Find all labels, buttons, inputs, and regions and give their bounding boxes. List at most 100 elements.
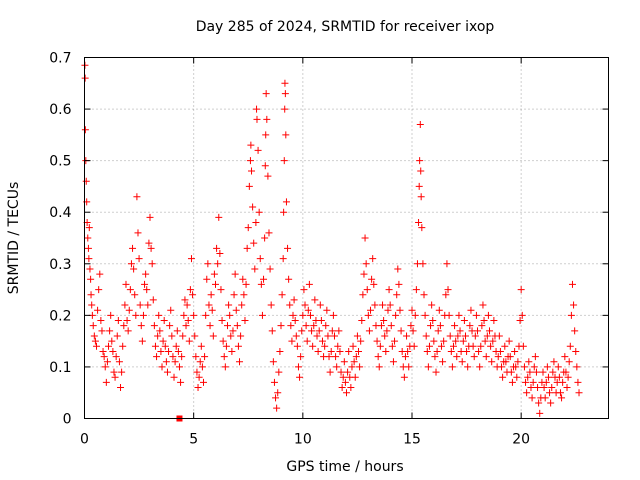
data-point xyxy=(149,296,157,304)
data-point xyxy=(547,399,555,407)
data-point xyxy=(409,327,417,335)
data-point xyxy=(234,342,242,350)
data-point xyxy=(435,306,443,314)
data-point xyxy=(517,286,525,294)
data-point xyxy=(238,301,246,309)
data-point xyxy=(189,291,197,299)
data-point xyxy=(352,353,360,361)
data-point xyxy=(508,378,516,386)
data-point xyxy=(405,363,413,371)
data-point xyxy=(543,363,551,371)
data-point xyxy=(98,327,106,335)
data-point xyxy=(138,337,146,345)
data-point xyxy=(221,363,229,371)
data-point xyxy=(281,90,289,98)
data-point xyxy=(248,167,256,175)
data-point xyxy=(384,306,392,314)
data-point xyxy=(526,368,534,376)
data-point xyxy=(529,378,537,386)
data-point xyxy=(412,286,420,294)
data-point xyxy=(401,353,409,361)
data-point xyxy=(292,332,300,340)
data-point xyxy=(535,399,543,407)
data-point xyxy=(231,270,239,278)
data-point xyxy=(421,311,429,319)
data-point xyxy=(495,332,503,340)
data-point xyxy=(280,208,288,216)
data-point xyxy=(111,373,119,381)
data-point xyxy=(185,337,193,345)
data-point xyxy=(564,373,572,381)
data-point xyxy=(335,327,343,335)
data-point xyxy=(207,291,215,299)
data-point xyxy=(539,368,547,376)
data-point xyxy=(229,327,237,335)
data-point xyxy=(293,342,301,350)
data-point xyxy=(443,260,451,268)
data-point xyxy=(512,363,520,371)
x-axis-label: GPS time / hours xyxy=(286,459,403,475)
data-point xyxy=(154,332,162,340)
data-point xyxy=(95,286,103,294)
data-point xyxy=(303,337,311,345)
data-point xyxy=(167,306,175,314)
data-point xyxy=(285,275,293,283)
data-point xyxy=(278,291,286,299)
data-point xyxy=(375,363,383,371)
data-point xyxy=(118,368,126,376)
data-point xyxy=(274,389,282,397)
data-point xyxy=(542,378,550,386)
data-point xyxy=(172,342,180,350)
data-point xyxy=(99,347,107,355)
data-point xyxy=(184,317,192,325)
data-point xyxy=(541,394,549,402)
data-point xyxy=(273,404,281,412)
data-point xyxy=(139,311,147,319)
data-point xyxy=(572,347,580,355)
data-point xyxy=(554,363,562,371)
data-point xyxy=(506,353,514,361)
data-point xyxy=(332,353,340,361)
data-point xyxy=(112,353,120,361)
data-point xyxy=(456,327,464,335)
data-point xyxy=(107,311,115,319)
data-point xyxy=(290,296,298,304)
data-point xyxy=(371,301,379,309)
data-point xyxy=(87,291,95,299)
data-point xyxy=(135,255,143,263)
data-point xyxy=(199,378,207,386)
data-point xyxy=(187,255,195,263)
data-point xyxy=(329,311,337,319)
data-point xyxy=(397,327,405,335)
data-point xyxy=(507,368,515,376)
data-point xyxy=(287,322,295,330)
data-point xyxy=(268,327,276,335)
data-point xyxy=(459,337,467,345)
data-point xyxy=(311,296,319,304)
data-point xyxy=(525,358,533,366)
data-point xyxy=(467,306,475,314)
data-point xyxy=(222,342,230,350)
data-point xyxy=(120,322,128,330)
data-point xyxy=(230,291,238,299)
data-point xyxy=(487,342,495,350)
data-point xyxy=(516,317,524,325)
data-point xyxy=(253,115,261,123)
data-point xyxy=(475,347,483,355)
data-point xyxy=(393,291,401,299)
data-point xyxy=(102,378,110,386)
data-point xyxy=(484,311,492,319)
data-point xyxy=(272,394,280,402)
data-point xyxy=(345,347,353,355)
data-point xyxy=(291,317,299,325)
data-point xyxy=(496,347,504,355)
data-point xyxy=(389,358,397,366)
data-point xyxy=(523,389,531,397)
data-point xyxy=(488,358,496,366)
data-point xyxy=(156,327,164,335)
data-point xyxy=(170,373,178,381)
data-point xyxy=(559,378,567,386)
data-point xyxy=(514,358,522,366)
data-point xyxy=(385,286,393,294)
